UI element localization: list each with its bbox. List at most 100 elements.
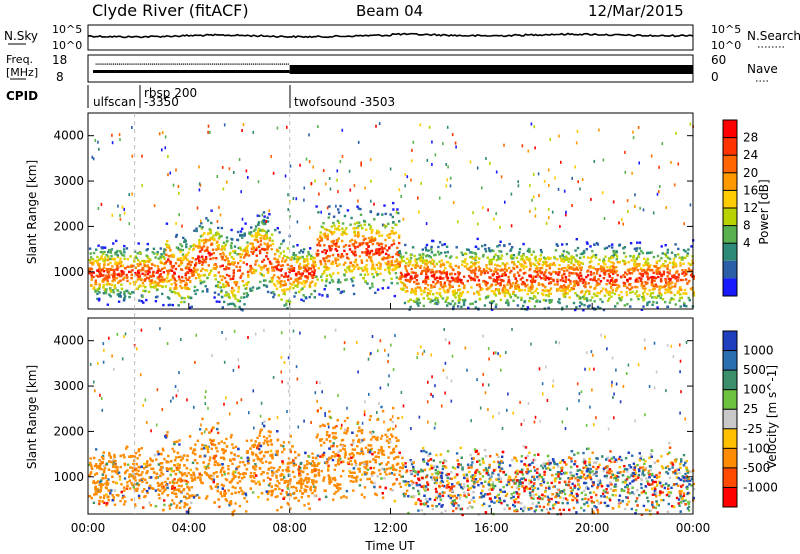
power-cell xyxy=(588,290,591,293)
power-cell xyxy=(161,148,163,152)
power-cell xyxy=(113,270,116,274)
power-cell xyxy=(518,251,521,254)
power-cell xyxy=(264,279,267,282)
power-cell xyxy=(576,129,579,133)
power-cell xyxy=(406,257,409,260)
power-cell xyxy=(184,286,187,289)
power-cell xyxy=(512,292,515,295)
power-cell xyxy=(205,217,208,220)
power-cell xyxy=(184,272,188,275)
power-cell xyxy=(387,260,390,263)
power-cell xyxy=(380,246,384,249)
power-cell xyxy=(306,259,309,263)
power-cell xyxy=(207,232,210,235)
power-cell xyxy=(409,279,412,282)
power-cell xyxy=(463,261,467,264)
power-cell xyxy=(230,246,233,250)
power-cell xyxy=(414,263,418,267)
power-cell xyxy=(260,268,263,271)
power-cell xyxy=(188,276,191,279)
power-cell xyxy=(424,282,427,285)
power-cell xyxy=(168,260,171,263)
power-cell xyxy=(443,271,446,275)
power-cell xyxy=(364,237,367,240)
power-cell xyxy=(623,246,627,249)
power-cell xyxy=(162,271,166,274)
power-cell xyxy=(391,255,394,259)
power-cell xyxy=(426,292,430,295)
colorbar-swatch xyxy=(723,120,737,138)
power-cell xyxy=(391,263,394,267)
power-cell xyxy=(351,243,354,246)
power-cell xyxy=(304,268,308,271)
power-cell xyxy=(221,264,224,267)
power-cell xyxy=(588,304,591,307)
power-cell xyxy=(247,273,250,277)
power-cell xyxy=(407,273,411,276)
power-cell xyxy=(489,285,493,288)
power-cell xyxy=(244,254,247,257)
power-cell xyxy=(349,240,352,243)
power-cell xyxy=(448,286,452,289)
power-cell xyxy=(395,223,398,226)
power-cell xyxy=(432,275,435,279)
power-cell xyxy=(504,268,507,271)
power-cell xyxy=(259,251,262,255)
power-cell xyxy=(604,263,607,266)
power-cell xyxy=(506,283,509,286)
power-cell xyxy=(261,228,264,232)
power-cell xyxy=(514,285,517,289)
power-cell xyxy=(483,243,487,247)
power-cell xyxy=(304,275,307,278)
power-cell xyxy=(136,252,139,255)
power-cell xyxy=(341,227,344,230)
power-cell xyxy=(394,272,398,275)
power-cell xyxy=(245,295,249,298)
power-cell xyxy=(634,259,637,262)
power-cell xyxy=(564,288,567,292)
power-cell xyxy=(495,270,498,273)
power-cell xyxy=(683,274,686,277)
power-cell xyxy=(557,273,560,276)
power-cell xyxy=(481,288,484,291)
power-cell xyxy=(190,305,193,308)
noise-panel-frame xyxy=(87,24,694,51)
power-cell xyxy=(575,266,579,269)
power-cell xyxy=(324,284,327,287)
power-cell xyxy=(335,204,337,208)
power-cell xyxy=(145,298,148,302)
power-cell xyxy=(141,281,145,285)
power-cell xyxy=(340,255,343,258)
power-cell xyxy=(674,262,677,266)
power-cell xyxy=(250,250,253,253)
power-cell xyxy=(614,283,617,287)
power-cell xyxy=(188,260,191,263)
power-cell xyxy=(647,268,650,271)
power-cell xyxy=(272,282,276,286)
power-cell xyxy=(595,279,598,283)
power-cell xyxy=(352,244,356,248)
cpid-twofsound: twofsound -3503 xyxy=(294,95,395,109)
power-cell xyxy=(254,269,258,272)
power-cell xyxy=(456,278,459,281)
power-cell xyxy=(635,290,639,293)
power-cell xyxy=(325,278,328,281)
power-cell xyxy=(179,285,182,288)
power-cell xyxy=(689,274,693,277)
power-cell xyxy=(334,243,338,246)
power-cell xyxy=(326,295,329,298)
power-cell xyxy=(450,276,454,279)
power-cell xyxy=(540,266,544,270)
power-cell xyxy=(484,250,488,253)
power-cell xyxy=(566,258,569,261)
power-cell xyxy=(542,293,545,297)
power-cell xyxy=(270,155,272,158)
power-cell xyxy=(605,246,609,249)
power-cell xyxy=(545,294,548,297)
power-cell xyxy=(336,169,339,173)
power-cell xyxy=(121,264,124,267)
power-cell xyxy=(265,244,269,247)
power-cell xyxy=(145,254,148,257)
power-cell xyxy=(118,275,122,278)
power-cell xyxy=(560,274,564,277)
